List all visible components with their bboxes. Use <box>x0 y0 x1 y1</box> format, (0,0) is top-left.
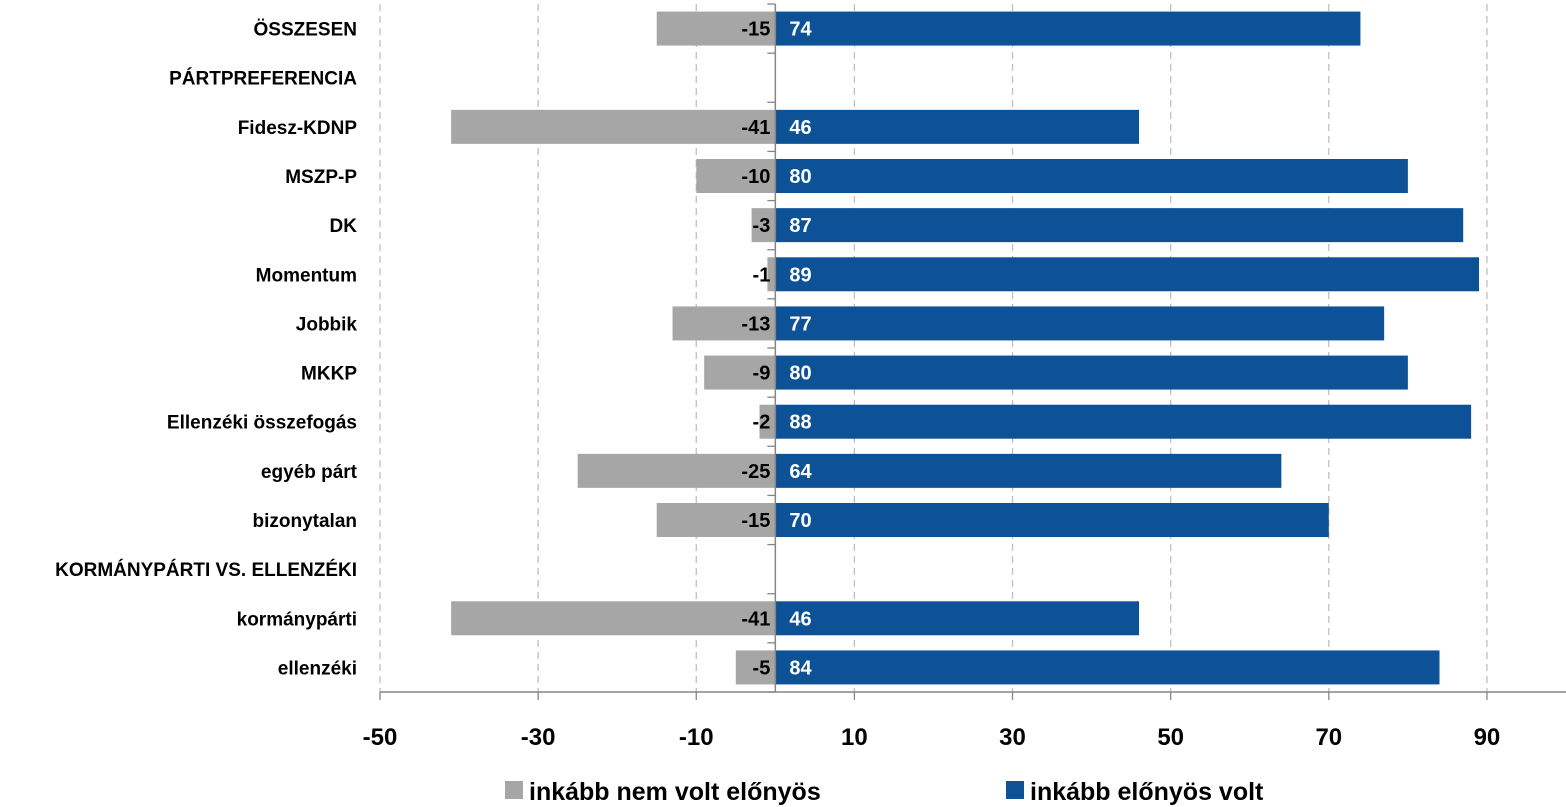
data-label-negative: -5 <box>753 657 771 679</box>
bar-positive <box>775 208 1464 243</box>
bar-negative <box>759 404 776 439</box>
axes <box>379 3 1566 700</box>
x-tick-label: -10 <box>679 724 714 751</box>
bar-negative <box>451 109 776 144</box>
legend-label-negative: inkább nem volt előnyös <box>529 778 821 806</box>
data-label-negative: -13 <box>741 313 770 335</box>
bar-positive <box>775 355 1408 390</box>
x-tick-label: 70 <box>1315 724 1342 751</box>
data-label-positive: 80 <box>789 166 811 188</box>
category-label: MKKP <box>301 364 357 385</box>
data-label-negative: -3 <box>753 215 771 237</box>
data-label-negative: -15 <box>741 510 770 532</box>
category-label: PÁRTPREFERENCIA <box>169 68 357 90</box>
bars <box>451 11 1480 685</box>
category-label: kormánypárti <box>237 609 357 630</box>
bar-negative <box>656 503 776 537</box>
category-label: bizonytalan <box>252 511 357 532</box>
bar-positive <box>775 11 1361 46</box>
category-label: Fidesz-KDNP <box>238 118 358 139</box>
bar-positive <box>775 404 1472 439</box>
data-label-negative: -25 <box>741 461 770 483</box>
bar-positive <box>775 159 1408 193</box>
data-label-negative: -1 <box>753 264 771 286</box>
data-label-negative: -15 <box>741 19 770 41</box>
x-tick-label: 10 <box>841 724 868 751</box>
data-label-positive: 46 <box>789 117 811 139</box>
bar-positive <box>775 257 1480 292</box>
legend-swatch-negative <box>505 781 523 799</box>
x-tick-label: -50 <box>363 724 398 751</box>
category-labels: ÖSSZESEN PÁRTPREFERENCIA Fidesz-KDNP MSZP-P… <box>55 20 358 680</box>
data-label-negative: -41 <box>741 117 770 139</box>
bar-negative <box>672 306 776 341</box>
x-tick-label: 90 <box>1474 724 1501 751</box>
data-label-negative: -2 <box>753 412 771 434</box>
bar-positive <box>775 601 1140 636</box>
category-label: egyéb párt <box>261 462 358 483</box>
category-label: Jobbik <box>296 314 358 335</box>
grid-lines <box>379 4 1488 692</box>
category-label: MSZP-P <box>285 167 357 188</box>
bar-positive <box>775 306 1385 341</box>
category-label: DK <box>330 216 358 237</box>
bar-negative <box>735 650 776 685</box>
bar-negative <box>751 208 776 243</box>
data-label-positive: 87 <box>789 215 811 237</box>
category-label: ellenzéki <box>278 658 357 679</box>
bar-positive <box>775 453 1282 488</box>
data-label-positive: 77 <box>789 313 811 335</box>
x-tick-label: -30 <box>521 724 556 751</box>
category-label: KORMÁNYPÁRTI VS. ELLENZÉKI <box>55 559 357 581</box>
data-label-positive: 70 <box>789 510 811 532</box>
value-labels: -15 74 -41 46 -10 80 -3 87 -1 89 -13 77 -9 80 -2 88 -25 6… <box>741 19 812 680</box>
legend-label-positive: inkább előnyös volt <box>1030 778 1264 806</box>
bar-positive <box>775 109 1140 144</box>
bar-negative <box>696 159 776 193</box>
data-label-positive: 74 <box>789 19 812 41</box>
x-tick-labels: -50 -30 -10 10 30 50 70 90 <box>363 724 1501 751</box>
bar-negative <box>577 453 776 488</box>
category-label: Momentum <box>256 265 357 286</box>
data-label-negative: -10 <box>741 166 770 188</box>
data-label-positive: 88 <box>789 412 811 434</box>
data-label-positive: 64 <box>789 461 812 483</box>
bar-negative <box>704 355 776 390</box>
data-label-negative: -9 <box>753 363 771 385</box>
bar-positive <box>775 650 1440 685</box>
bar-negative <box>767 257 776 292</box>
data-label-positive: 46 <box>789 608 811 630</box>
x-tick-label: 30 <box>999 724 1026 751</box>
bar-negative <box>451 601 776 636</box>
category-label: Ellenzéki összefogás <box>167 413 357 434</box>
category-label: ÖSSZESEN <box>254 20 357 41</box>
x-tick-label: 50 <box>1157 724 1184 751</box>
data-label-positive: 84 <box>789 657 812 679</box>
data-label-negative: -41 <box>741 608 770 630</box>
legend-swatch-positive <box>1006 781 1024 799</box>
data-label-positive: 89 <box>789 264 811 286</box>
bar-negative <box>656 11 776 46</box>
data-label-positive: 80 <box>789 363 811 385</box>
bar-positive <box>775 503 1329 537</box>
legend: inkább nem volt előnyös inkább előnyös v… <box>505 778 1264 806</box>
